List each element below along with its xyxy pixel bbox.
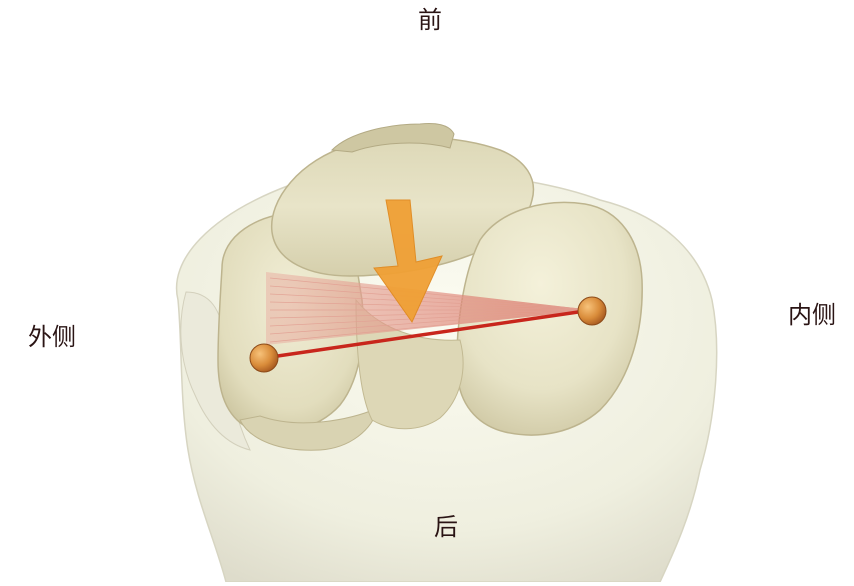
lateral-lower-bulge <box>239 407 379 451</box>
sphere-marker-icon <box>577 296 607 326</box>
ligament-fan <box>266 272 593 345</box>
sphere-marker-icon <box>249 343 279 373</box>
label-back: 后 <box>434 513 458 541</box>
label-front: 前 <box>418 6 442 34</box>
label-lateral: 外侧 <box>28 323 76 351</box>
label-medial: 内侧 <box>788 301 836 329</box>
ligament-line <box>262 308 594 360</box>
down-arrow-icon <box>373 199 443 324</box>
patellar-ridge <box>330 123 455 153</box>
